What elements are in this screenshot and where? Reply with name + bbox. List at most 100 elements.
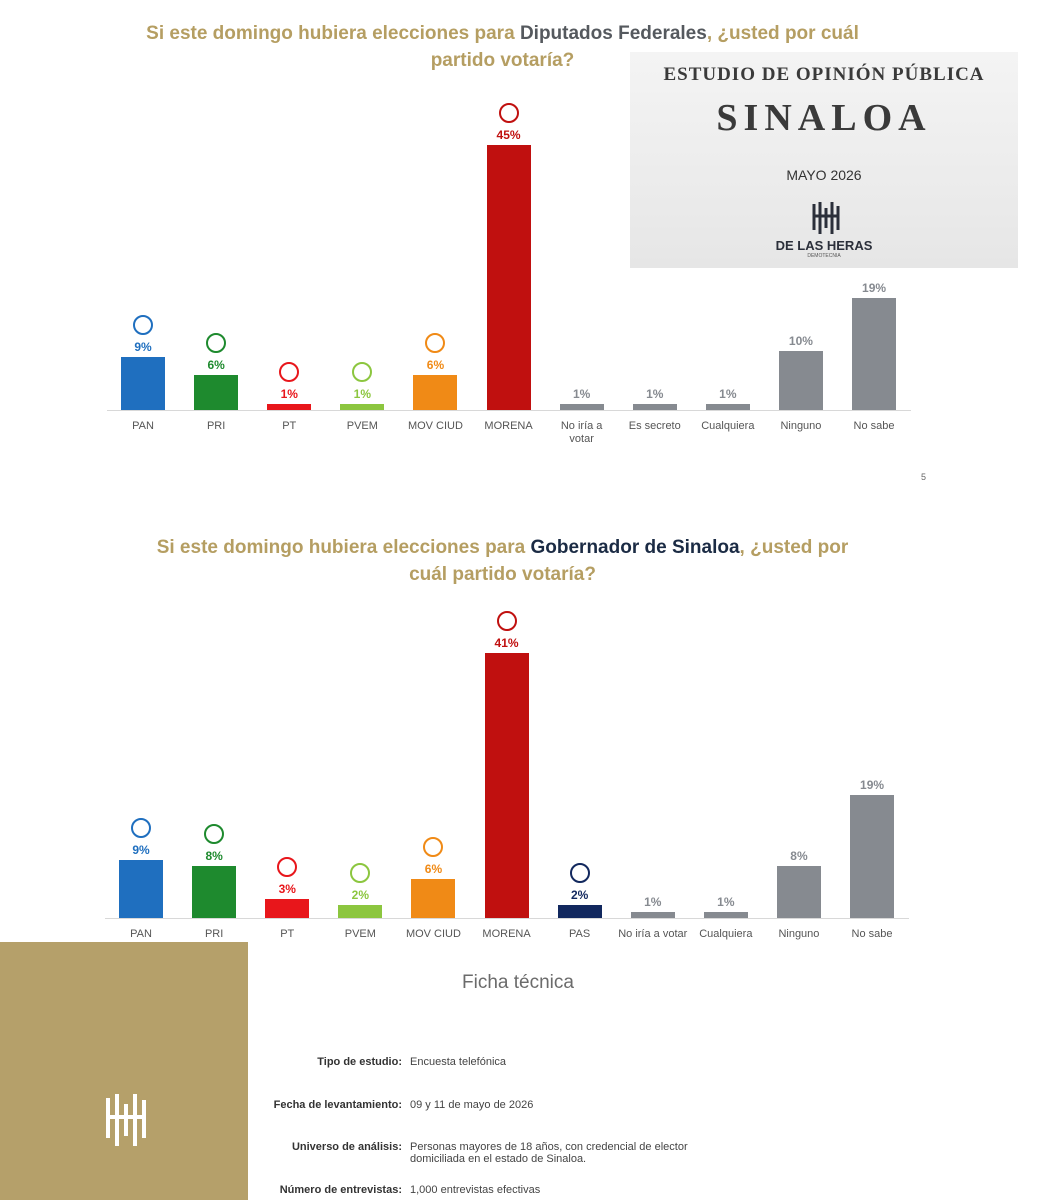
value-label: 45% [496, 128, 521, 142]
x-tick-label: PAN [132, 420, 154, 432]
ficha-panel [0, 942, 248, 1200]
header-box: ESTUDIO DE OPINIÓN PÚBLICA SINALOA MAYO … [630, 52, 1018, 268]
bar [411, 879, 456, 918]
title-part: , ¿usted por cuál partido votaría? [430, 23, 859, 71]
ficha-value: Personas mayores de 18 años, con credenc… [410, 1141, 688, 1165]
value-label: 10% [788, 334, 813, 349]
value-label: 19% [862, 281, 887, 296]
value-label: 1% [280, 387, 298, 402]
party-icon [425, 332, 446, 353]
title-part: Si este domingo hubiera elecciones para [156, 537, 531, 558]
bar [194, 374, 239, 410]
value-label: 1% [717, 894, 735, 909]
bar [340, 404, 385, 410]
x-tick-label: MORENA [484, 420, 533, 432]
x-tick-label: No sabe [851, 928, 893, 940]
bar [119, 859, 164, 918]
x-tick-label: PRI [206, 420, 226, 432]
party-icon [206, 332, 227, 353]
panel-logo [106, 1094, 146, 1146]
value-label: 1% [719, 387, 737, 402]
ficha-label: Tipo de estudio: [317, 1056, 402, 1068]
x-tick-label: Cualquiera [701, 420, 755, 432]
x-tick-label: MORENA [482, 928, 531, 940]
state-name: SINALOA [716, 97, 932, 139]
bar [486, 145, 531, 410]
bar [778, 351, 823, 410]
x-tick-label: PT [282, 420, 297, 432]
bar [705, 404, 750, 410]
value-label: 19% [860, 778, 885, 793]
title-part: Si este domingo hubiera elecciones para [146, 23, 520, 44]
x-tick-label: Ninguno [780, 420, 822, 432]
party-icon [498, 103, 519, 123]
bar [484, 653, 529, 918]
value-label: 2% [351, 888, 370, 903]
value-label: 1% [646, 387, 664, 402]
brand-sub: DEMOTECNIA [807, 253, 841, 259]
party-icon [277, 856, 298, 877]
bar [413, 374, 458, 410]
value-label: 2% [570, 888, 589, 903]
value-label: 41% [494, 636, 519, 650]
bar [852, 298, 897, 410]
value-label: 1% [644, 894, 662, 909]
bar [121, 357, 166, 410]
study-date: MAYO 2026 [786, 167, 862, 183]
party-icon [131, 817, 152, 838]
title-part: , ¿usted por cuál partido votaría? [409, 537, 849, 585]
ficha-label: Fecha de levantamiento: [273, 1099, 402, 1111]
value-label: 6% [426, 357, 445, 372]
bar [850, 795, 895, 918]
brand-name: DE LAS HERAS [775, 238, 873, 253]
x-tick-label: No iría a votar [560, 420, 603, 445]
x-tick-label: PT [280, 928, 295, 940]
party-icon [279, 362, 300, 383]
ficha-title: Ficha técnica [462, 972, 574, 993]
party-icon [350, 863, 371, 884]
x-tick-label: MOV CIUD [405, 928, 461, 940]
ficha-label: Universo de análisis: [291, 1141, 402, 1153]
value-label: 8% [205, 849, 223, 864]
bar [192, 866, 237, 918]
value-label: 9% [132, 842, 150, 857]
x-tick-label: MOV CIUD [407, 420, 463, 432]
bar [703, 911, 748, 918]
x-tick-label: Cualquiera [699, 928, 753, 940]
title-highlight: Gobernador de Sinaloa [530, 537, 740, 558]
party-icon [423, 837, 444, 858]
value-label: 9% [134, 340, 152, 354]
chart-title: Si este domingo hubiera elecciones para … [140, 534, 865, 588]
x-tick-label: Ninguno [778, 928, 820, 940]
value-label: 8% [790, 849, 808, 864]
party-icon [352, 362, 373, 383]
ficha-label: Número de entrevistas: [279, 1184, 402, 1196]
bar [632, 404, 677, 410]
bar [267, 404, 312, 410]
bar [265, 898, 310, 918]
value-label: 6% [424, 862, 443, 877]
value-label: 1% [572, 387, 591, 402]
x-tick-label: PRI [204, 928, 224, 940]
ficha-value: 1,000 entrevistas efectivas [410, 1184, 541, 1196]
party-icon [204, 824, 225, 845]
brand-logo [812, 202, 840, 234]
value-label: 6% [207, 357, 225, 372]
party-icon [569, 863, 590, 884]
x-tick-label: PAN [130, 928, 152, 940]
x-tick-label: No sabe [853, 420, 895, 432]
bar [630, 911, 675, 918]
bar [338, 905, 383, 918]
ficha-value: 09 y 11 de mayo de 2026 [410, 1099, 534, 1111]
x-tick-label: PVEM [346, 420, 378, 432]
x-tick-label: PAS [569, 928, 591, 940]
chart-title: Si este domingo hubiera elecciones para … [135, 20, 870, 74]
baseline [106, 410, 911, 411]
party-icon [133, 315, 154, 335]
study-name: ESTUDIO DE OPINIÓN PÚBLICA [663, 64, 985, 85]
party-icon [496, 611, 517, 631]
title-highlight: Diputados Federales [519, 23, 707, 44]
x-tick-label: PVEM [344, 928, 376, 940]
bar [557, 905, 602, 918]
ficha-value: Encuesta telefónica [410, 1056, 507, 1068]
